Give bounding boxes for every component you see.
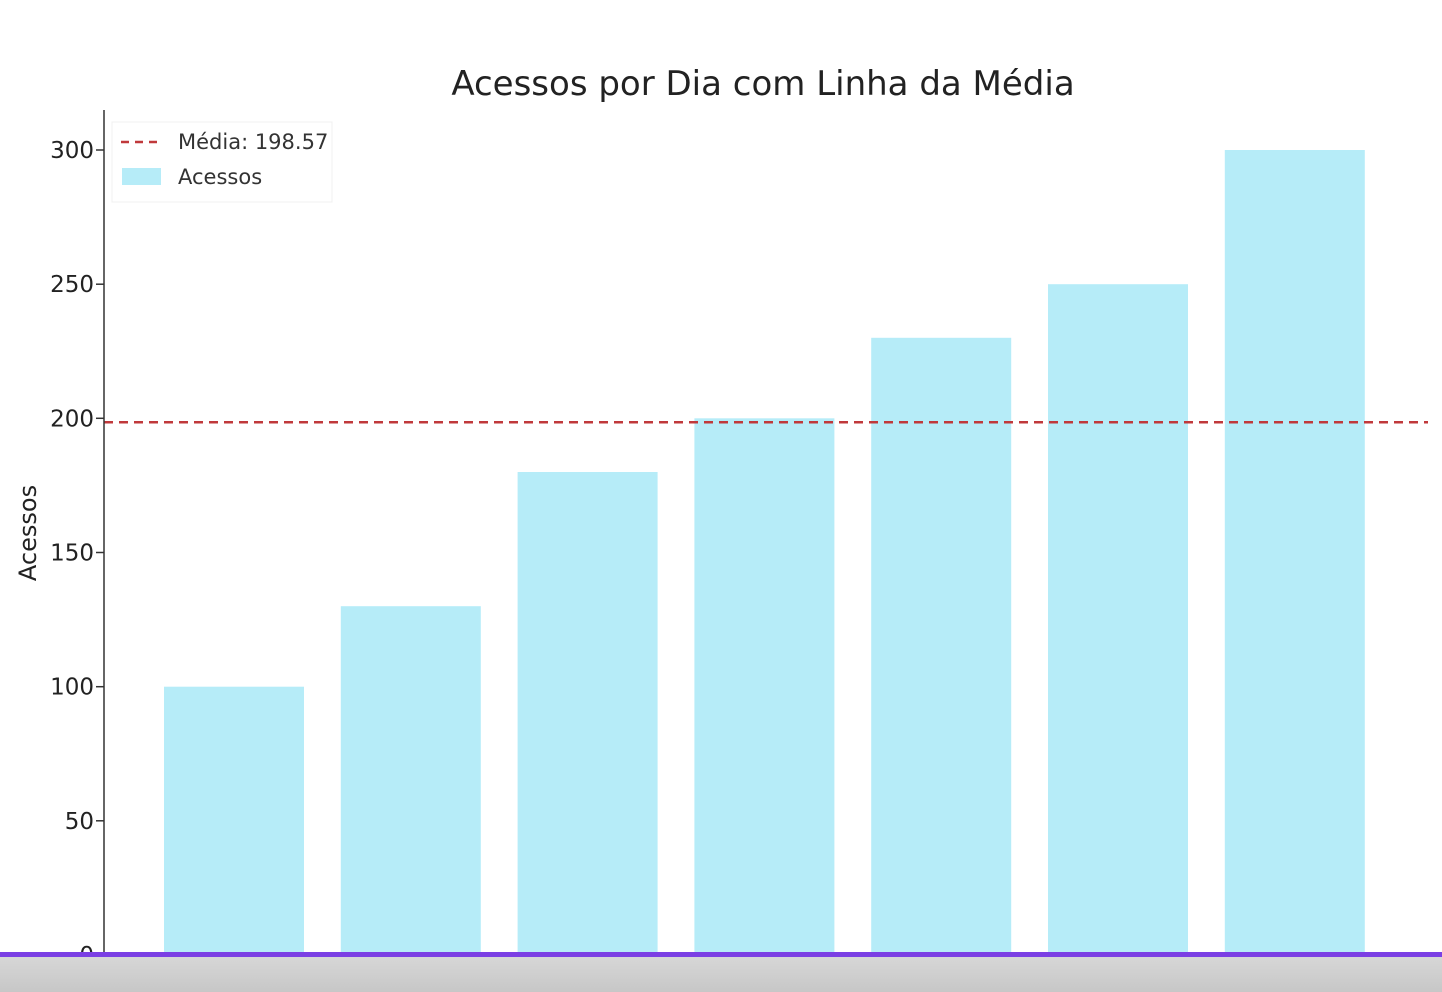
legend-bar-label: Acessos: [178, 165, 262, 189]
bar-dia-4: [694, 418, 835, 955]
y-axis-label: Acessos: [14, 485, 42, 581]
legend: Média: 198.57 Acessos: [111, 121, 333, 203]
bar-dia-7: [1224, 150, 1365, 955]
y-tick-label-50: 50: [65, 809, 94, 835]
bar-dia-2: [340, 606, 481, 955]
y-tick-label-150: 150: [50, 541, 94, 567]
y-tick-label-200: 200: [50, 406, 94, 432]
bar-dia-6: [1048, 284, 1188, 955]
y-tick-label-100: 100: [50, 675, 94, 701]
y-tick-label-250: 250: [50, 272, 94, 298]
legend-frame: [111, 121, 333, 203]
y-tick-label-300: 300: [50, 138, 94, 164]
playback-progress-bar[interactable]: [0, 952, 1442, 957]
legend-bar-swatch: [122, 168, 161, 185]
chart-title: Acessos por Dia com Linha da Média: [451, 64, 1074, 104]
y-ticks: 050100150200250300: [50, 138, 104, 969]
bar-dia-1: [164, 686, 304, 955]
bars-layer: [164, 150, 1365, 955]
bar-dia-5: [871, 337, 1012, 955]
bar-dia-3: [517, 472, 658, 955]
player-control-strip: [0, 952, 1442, 992]
legend-mean-label: Média: 198.57: [178, 130, 328, 154]
